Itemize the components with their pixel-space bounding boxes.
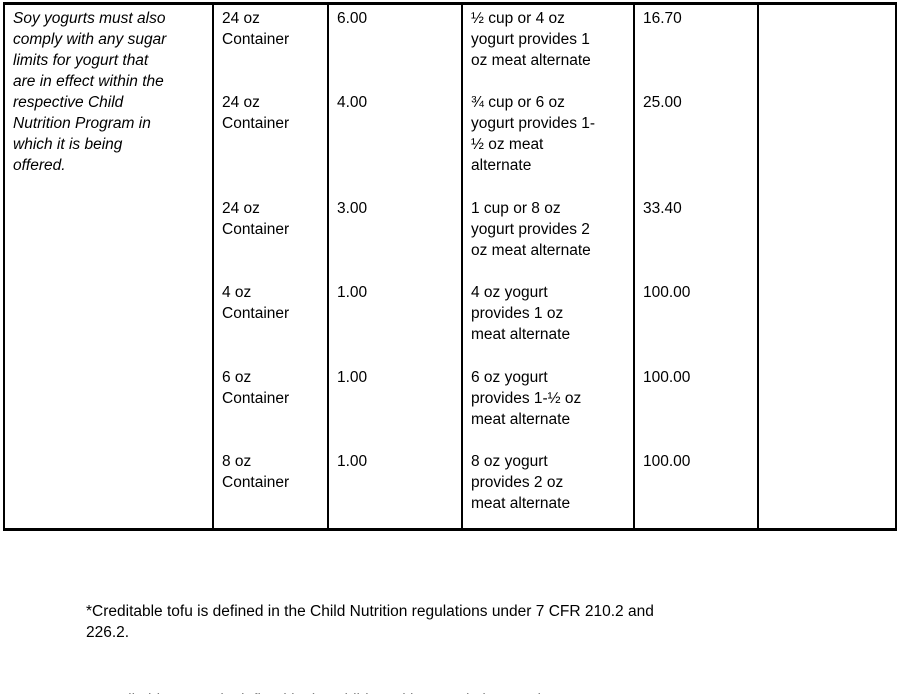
servings-per-container-cell: 6.00 [327,2,463,92]
container-size-cell: 24 oz Container [212,91,329,198]
container-size-cell: 24 oz Container [212,2,329,92]
footnote-creditable-yogurt: **Creditable yogurt is defined in the Ch… [86,690,886,694]
percent-yield-cell: 16.70 [633,2,759,92]
table-row: Soy yogurts must also comply with any su… [3,2,897,531]
servings-per-container-cell: 1.00 [327,366,463,451]
table-row: 8 oz Container 1.00 8 oz yogurt provides… [4,450,896,531]
table-row: 24 oz Container 4.00 ¾ cup or 6 oz yogur… [4,91,896,198]
servings-per-container-cell: 4.00 [327,91,463,198]
table-row: 6 oz Container 1.00 6 oz yogurt provides… [4,366,896,451]
percent-yield-cell: 100.00 [633,281,759,367]
table-row: 4 oz Container 1.00 4 oz yogurt provides… [4,281,896,367]
empty-column-cell [757,2,897,531]
sugar-limits-note-cell: Soy yogurts must also comply with any su… [3,2,214,531]
percent-yield-cell: 100.00 [633,366,759,451]
container-size-cell: 4 oz Container [212,281,329,367]
percent-yield-cell: 33.40 [633,197,759,282]
serving-description-cell: 4 oz yogurt provides 1 oz meat alternate [461,281,635,367]
percent-yield-cell: 25.00 [633,91,759,198]
servings-per-container-cell: 3.00 [327,197,463,282]
serving-description-cell: 6 oz yogurt provides 1-½ oz meat alterna… [461,366,635,451]
serving-description-cell: 8 oz yogurt provides 2 oz meat alternate [461,450,635,531]
container-size-cell: 6 oz Container [212,366,329,451]
percent-yield-cell: 100.00 [633,450,759,531]
container-size-cell: 24 oz Container [212,197,329,282]
table-row: 24 oz Container 3.00 1 cup or 8 oz yogur… [4,197,896,282]
footnotes-section: *Creditable tofu is defined in the Child… [86,580,886,694]
serving-description-cell: ¾ cup or 6 oz yogurt provides 1- ½ oz me… [461,91,635,198]
servings-per-container-cell: 1.00 [327,281,463,367]
yogurt-crediting-table: Soy yogurts must also comply with any su… [3,2,897,531]
serving-description-cell: ½ cup or 4 oz yogurt provides 1 oz meat … [461,2,635,92]
servings-per-container-cell: 1.00 [327,450,463,531]
container-size-cell: 8 oz Container [212,450,329,531]
serving-description-cell: 1 cup or 8 oz yogurt provides 2 oz meat … [461,197,635,282]
footnote-creditable-tofu: *Creditable tofu is defined in the Child… [86,603,654,641]
